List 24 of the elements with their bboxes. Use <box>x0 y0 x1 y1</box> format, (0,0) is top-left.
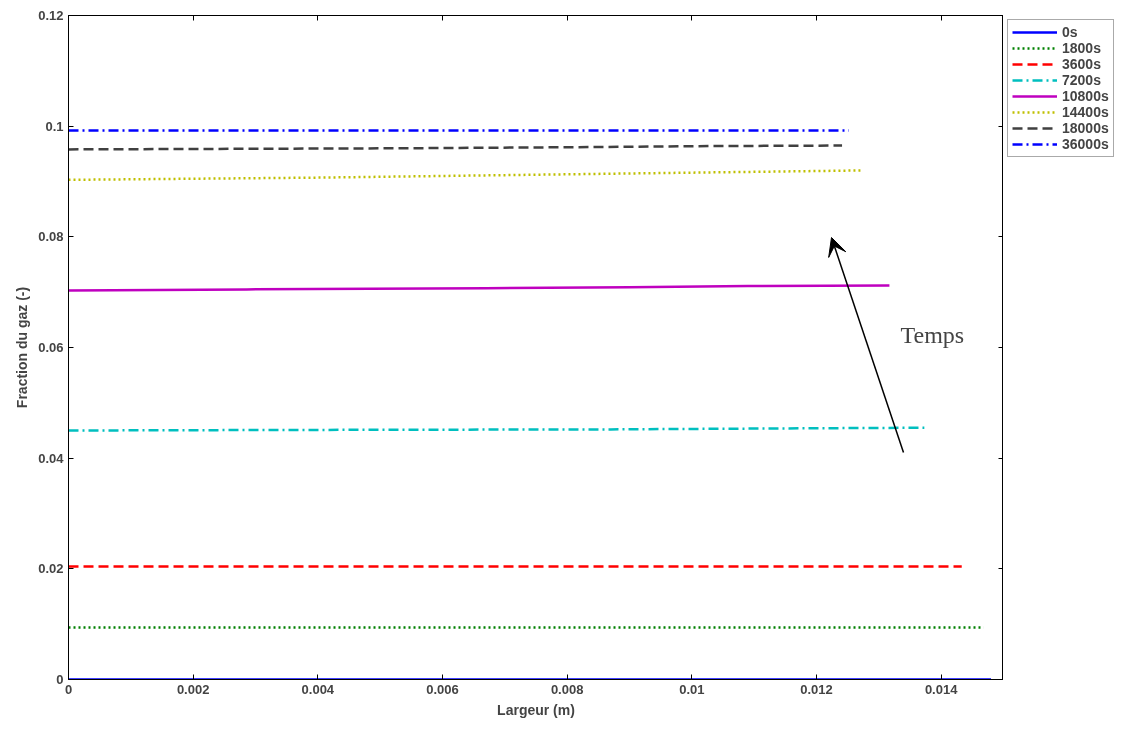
annotation: Temps <box>900 321 965 348</box>
legend-label: 10800s <box>1062 88 1109 104</box>
x-tick-label: 0.004 <box>301 681 335 697</box>
x-tick-label: 0.006 <box>426 681 459 697</box>
x-tick-label: 0.01 <box>679 681 705 697</box>
x-tick-label: 0.002 <box>176 681 210 697</box>
y-tick-label: 0.06 <box>38 340 64 355</box>
legend-label: 18000s <box>1062 120 1109 136</box>
y-tick-label: 0.08 <box>38 229 64 245</box>
legend-label: 3600s <box>1062 56 1101 72</box>
y-tick-label: 0.04 <box>38 450 65 466</box>
x-tick-label: 0.014 <box>924 681 959 697</box>
legend-label: 0s <box>1062 24 1079 40</box>
legend-label: 1800s <box>1062 40 1101 56</box>
legend-label: 36000s <box>1062 136 1109 152</box>
x-axis-title: Largeur (m) <box>497 701 575 718</box>
y-tick-label: 0.1 <box>45 118 64 134</box>
x-tick-label: 0.008 <box>550 681 584 697</box>
y-tick-label: 0.12 <box>38 8 64 23</box>
y-axis-title: Fraction du gaz (-) <box>14 286 31 409</box>
legend-label: 7200s <box>1062 72 1101 88</box>
y-tick-label: 0.02 <box>38 561 64 577</box>
x-tick-label: 0.012 <box>800 681 833 697</box>
legend-label: 14400s <box>1062 104 1109 120</box>
